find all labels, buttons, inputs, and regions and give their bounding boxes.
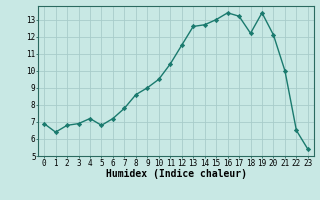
X-axis label: Humidex (Indice chaleur): Humidex (Indice chaleur) xyxy=(106,169,246,179)
